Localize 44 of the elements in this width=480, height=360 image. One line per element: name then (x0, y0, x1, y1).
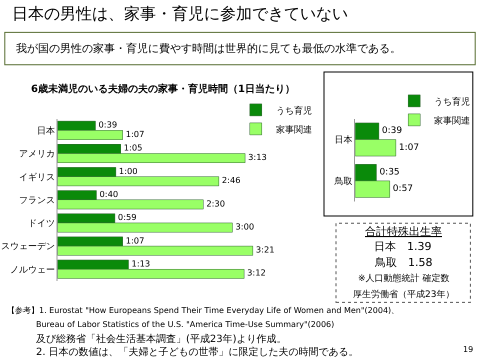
text: 日本の男性は、家事・育児に参加できていない (12, 4, 348, 23)
y-tick-label: ノルウェー (10, 265, 55, 276)
legend-label: 家事関連 (276, 124, 312, 136)
text: 2. 日本の数値は、「夫婦と子どもの世帯」に限定した夫の時間である。 (36, 346, 359, 358)
data-label: 0:40 (99, 189, 118, 200)
data-label: 1:13 (132, 258, 150, 268)
y-tick-label: 日本 (334, 134, 352, 146)
legend-label: うち育児 (434, 96, 470, 108)
data-label: 1:07 (398, 142, 420, 153)
legend-label: うち育児 (276, 105, 312, 116)
y-tick-label: イギリス (18, 172, 55, 183)
data-label: 0:35 (379, 168, 400, 178)
data-label: 3:12 (247, 268, 266, 278)
legend-label: 家事関連 (434, 115, 470, 126)
text: 厚生労働省（平成23年） (353, 289, 454, 300)
y-tick-label: フランス (18, 196, 55, 206)
y-tick-label: 日本 (36, 126, 55, 137)
data-label: 1:05 (124, 142, 142, 153)
text: 及び総務省「社会生活基本調査」(平成23年)より作成。 (36, 333, 287, 345)
data-label: 3:21 (256, 244, 275, 255)
data-label: 3:13 (248, 152, 267, 162)
data-label: 0:57 (392, 184, 414, 194)
text: ※人口動態統計 確定数 (358, 273, 450, 284)
text: Bureau of Labor Statistics of the U.S. "America Time-Use Summary"(2006) (36, 320, 334, 329)
text: 合計特殊出生率 (365, 225, 442, 238)
y-tick-label: 鳥取 (333, 176, 352, 188)
data-label: 1:07 (126, 235, 144, 246)
chart-title: 6歳未満児のいる夫婦の夫の家事・育児時間（1日当たり） (31, 83, 295, 95)
y-tick-label: スウェーデン (0, 242, 55, 252)
text: 日本 1.39 (374, 240, 432, 253)
data-label: 2:30 (206, 198, 226, 208)
data-label: 0:39 (382, 126, 402, 136)
y-tick-label: アメリカ (18, 150, 55, 160)
data-label: 0:39 (98, 120, 118, 130)
data-label: 1:00 (118, 166, 138, 176)
text: 19 (463, 345, 474, 354)
text: 我が国の男性の家事・育児に費やす時間は世界的に見ても最低の水準である。 (16, 42, 401, 55)
text: 【参考】1. Eurostat "How Europeans Spend Their Time Everyday Life of Women and Men"(2004)、 (7, 306, 400, 315)
text: 鳥取 1.58 (374, 256, 432, 269)
data-label: 2:46 (222, 175, 241, 186)
data-label: 0:59 (118, 212, 137, 222)
data-label: 3:00 (235, 221, 254, 232)
data-label: 1:07 (126, 128, 144, 139)
y-tick-label: ドイツ (28, 219, 55, 230)
